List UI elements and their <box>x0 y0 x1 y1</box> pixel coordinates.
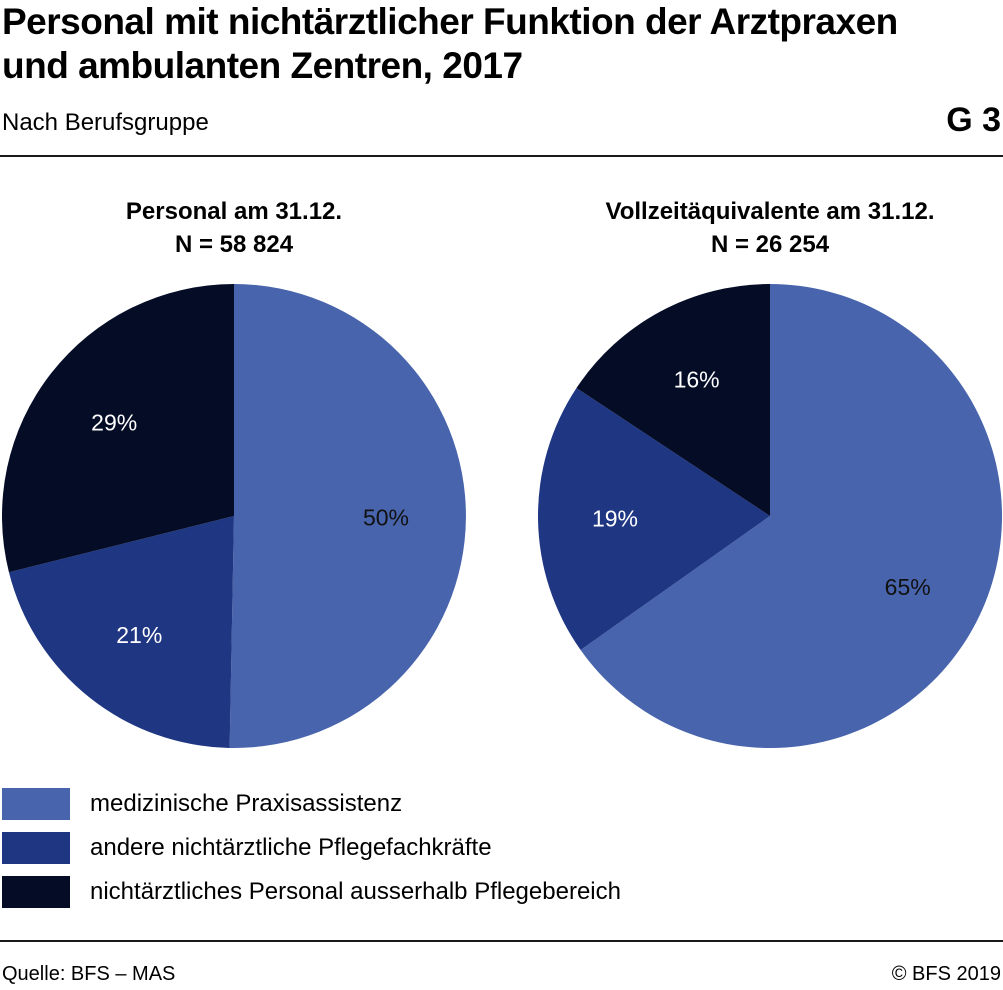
legend-label: medizinische Praxisassistenz <box>90 790 403 817</box>
pie-left-slice-praxisassistenz <box>229 284 466 748</box>
source-note: Quelle: BFS – MAS <box>2 963 176 985</box>
pie-left-label-ausserhalb-pflegebereich: 29% <box>91 410 137 436</box>
pie-right-label-pflegefachkraefte: 19% <box>592 505 638 531</box>
pie-right-heading: Vollzeitäquivalente am 31.12. N = 26 254 <box>545 195 995 261</box>
legend-swatch <box>2 788 70 820</box>
top-divider <box>0 155 1003 157</box>
bottom-divider <box>0 940 1003 942</box>
legend-swatch <box>2 832 70 864</box>
pie-right-label-praxisassistenz: 65% <box>885 574 931 600</box>
copyright-note: © BFS 2019 <box>891 963 1001 985</box>
pie-right-slice-pflegefachkraefte <box>537 388 770 650</box>
pie-left-label-pflegefachkraefte: 21% <box>116 622 162 648</box>
pie-left-label-praxisassistenz: 50% <box>363 504 409 530</box>
chart-number: G 3 <box>946 101 1001 139</box>
pie-left-slice-pflegefachkraefte <box>8 516 235 748</box>
chart-subtitle: Nach Berufsgruppe <box>2 109 209 136</box>
pie-charts: 50% 21% 29% 65% 19% 16% <box>2 284 1002 748</box>
pie-right-label-ausserhalb-pflegebereich: 16% <box>674 367 720 393</box>
pie-right-slice-ausserhalb-pflegebereich <box>576 284 770 516</box>
legend-swatch <box>2 876 70 908</box>
legend-item-pflegefachkraefte: andere nichtärztliche Pflegefachkräfte <box>0 830 720 864</box>
pie-right-total: N = 26 254 <box>710 231 830 258</box>
pie-left-total: N = 58 824 <box>174 231 294 258</box>
legend-item-ausserhalb-pflegebereich: nichtärztliches Personal ausserhalb Pfle… <box>0 874 720 908</box>
pie-right-title: Vollzeitäquivalente am 31.12. <box>605 198 935 225</box>
legend-label: andere nichtärztliche Pflegefachkräfte <box>90 834 492 861</box>
pie-left-heading: Personal am 31.12. N = 58 824 <box>44 195 424 261</box>
legend-item-praxisassistenz: medizinische Praxisassistenz <box>0 786 720 820</box>
legend-label: nichtärztliches Personal ausserhalb Pfle… <box>90 878 621 905</box>
pie-right-slice-praxisassistenz <box>580 284 1002 748</box>
chart-title: Personal mit nichtärztlicher Funktion de… <box>2 1 898 86</box>
pie-left-slice-ausserhalb-pflegebereich <box>2 284 234 573</box>
pie-left-title: Personal am 31.12. <box>125 198 343 225</box>
